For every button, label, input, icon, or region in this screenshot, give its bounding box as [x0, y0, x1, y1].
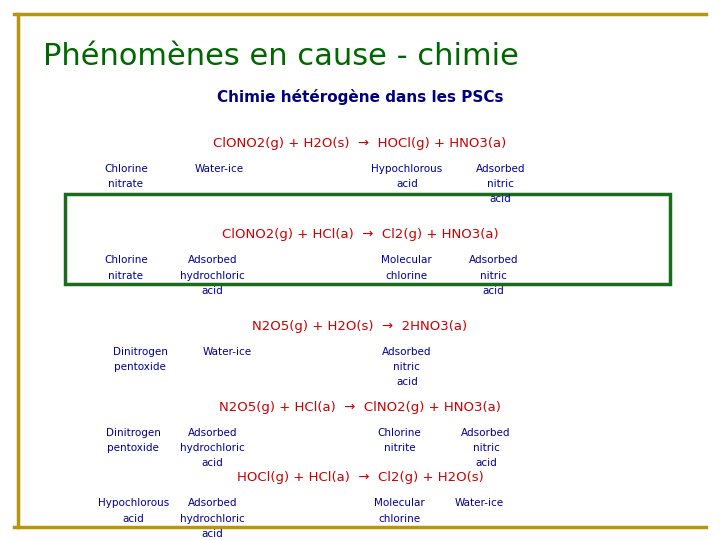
Text: ClONO2(g) + H2O(s)  →  HOCl(g) + HNO3(a): ClONO2(g) + H2O(s) → HOCl(g) + HNO3(a) [213, 137, 507, 150]
Text: nitric: nitric [487, 179, 514, 189]
Text: Chlorine: Chlorine [378, 428, 421, 438]
Text: Adsorbed: Adsorbed [382, 347, 431, 357]
Text: Adsorbed: Adsorbed [469, 255, 518, 266]
Text: Water-ice: Water-ice [454, 498, 503, 509]
Text: Adsorbed: Adsorbed [476, 164, 525, 174]
Text: Adsorbed: Adsorbed [188, 255, 237, 266]
Text: nitric: nitric [472, 443, 500, 454]
Text: nitrite: nitrite [384, 443, 415, 454]
Text: chlorine: chlorine [379, 514, 420, 524]
Text: hydrochloric: hydrochloric [180, 514, 245, 524]
Text: Dinitrogen: Dinitrogen [113, 347, 168, 357]
Text: acid: acid [490, 194, 511, 204]
Text: nitric: nitric [393, 362, 420, 373]
Text: Adsorbed: Adsorbed [462, 428, 510, 438]
Text: Water-ice: Water-ice [202, 347, 251, 357]
Text: Dinitrogen: Dinitrogen [106, 428, 161, 438]
Text: Chlorine: Chlorine [104, 164, 148, 174]
Text: Molecular: Molecular [374, 498, 425, 509]
Text: nitrate: nitrate [109, 179, 143, 189]
Text: acid: acid [202, 458, 223, 469]
Text: HOCl(g) + HCl(a)  →  Cl2(g) + H2O(s): HOCl(g) + HCl(a) → Cl2(g) + H2O(s) [237, 471, 483, 484]
Text: N2O5(g) + H2O(s)  →  2HNO3(a): N2O5(g) + H2O(s) → 2HNO3(a) [253, 320, 467, 333]
Text: Phénomènes en cause - chimie: Phénomènes en cause - chimie [43, 42, 519, 71]
Text: acid: acid [202, 529, 223, 539]
Text: nitric: nitric [480, 271, 507, 281]
Text: pentoxide: pentoxide [114, 362, 166, 373]
Text: Hypochlorous: Hypochlorous [98, 498, 168, 509]
Text: Adsorbed: Adsorbed [188, 498, 237, 509]
Text: Adsorbed: Adsorbed [188, 428, 237, 438]
Text: Chlorine: Chlorine [104, 255, 148, 266]
Text: acid: acid [482, 286, 504, 296]
Text: acid: acid [396, 179, 418, 189]
Bar [65, 194, 670, 284]
Text: hydrochloric: hydrochloric [180, 443, 245, 454]
Text: Hypochlorous: Hypochlorous [372, 164, 442, 174]
Text: N2O5(g) + HCl(a)  →  ClNO2(g) + HNO3(a): N2O5(g) + HCl(a) → ClNO2(g) + HNO3(a) [219, 401, 501, 414]
Text: Chimie hétérogène dans les PSCs: Chimie hétérogène dans les PSCs [217, 89, 503, 105]
Text: acid: acid [202, 286, 223, 296]
Text: ClONO2(g) + HCl(a)  →  Cl2(g) + HNO3(a): ClONO2(g) + HCl(a) → Cl2(g) + HNO3(a) [222, 228, 498, 241]
Text: acid: acid [475, 458, 497, 469]
Text: acid: acid [122, 514, 144, 524]
Text: pentoxide: pentoxide [107, 443, 159, 454]
Text: hydrochloric: hydrochloric [180, 271, 245, 281]
Text: Molecular: Molecular [382, 255, 432, 266]
Text: nitrate: nitrate [109, 271, 143, 281]
Text: chlorine: chlorine [386, 271, 428, 281]
Text: acid: acid [396, 377, 418, 388]
Text: Water-ice: Water-ice [195, 164, 244, 174]
